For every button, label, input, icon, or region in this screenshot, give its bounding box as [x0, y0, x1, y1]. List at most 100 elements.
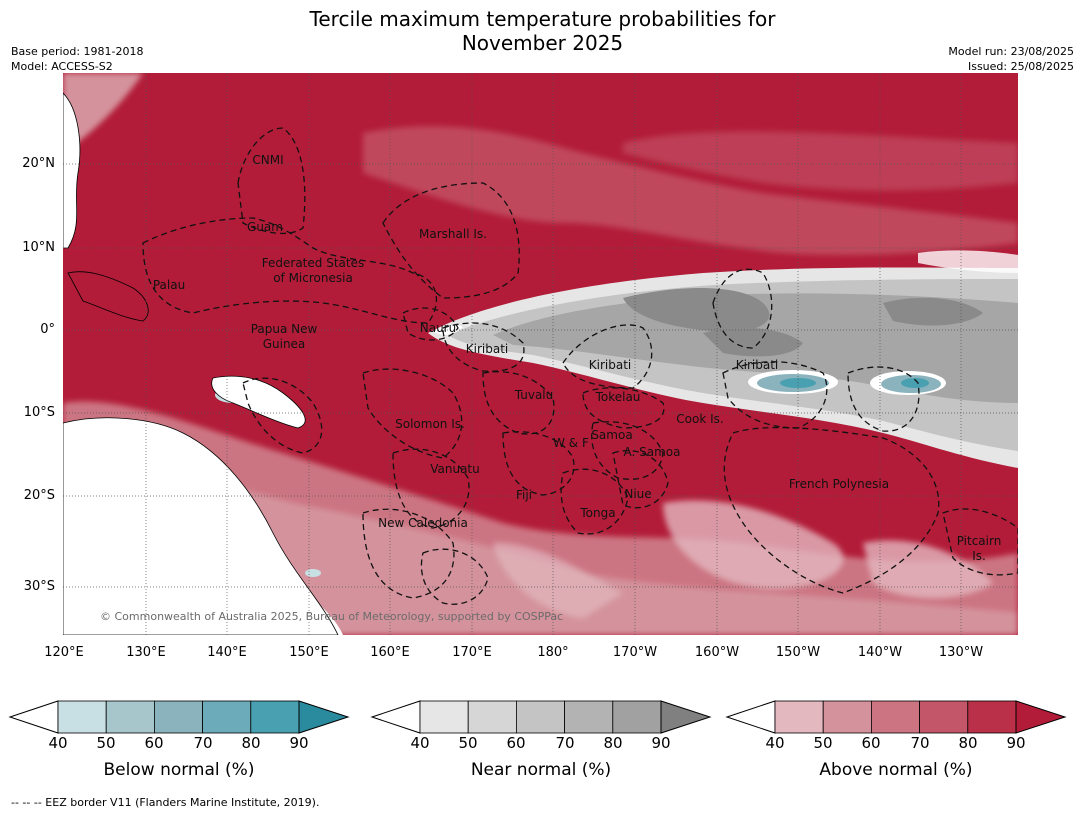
colorbar-below-svg: [8, 700, 350, 734]
issued-date: Issued: 25/08/2025: [967, 60, 1074, 73]
label-png-1: Papua New: [251, 322, 318, 336]
lat-label-10n: 10°N: [22, 240, 55, 255]
colorbar-below-tick: 60: [144, 734, 164, 752]
colorbar-near-tick: 70: [555, 734, 575, 752]
colorbar-above-low-extend: [725, 700, 776, 734]
colorbar-below-low-extend: [8, 700, 59, 734]
label-tuvalu: Tuvalu: [514, 388, 554, 402]
colorbar-below-box: [105, 700, 155, 734]
colorbar-near-box: [515, 700, 565, 734]
colorbar-below-tick: 70: [193, 734, 213, 752]
colorbar-near-tick: 40: [410, 734, 430, 752]
colorbar-near-box: [564, 700, 614, 734]
model-run: Model run: 23/08/2025: [948, 45, 1074, 58]
new-guinea-land: [211, 375, 306, 429]
lat-label-0: 0°: [40, 322, 55, 337]
map-panel[interactable]: CNMI Guam Marshall Is. Federated States …: [63, 73, 1018, 635]
colorbar-below-tick: 80: [241, 734, 261, 752]
colorbar-below-tick: 90: [289, 734, 309, 752]
label-kiribati-west: Kiribati: [466, 342, 508, 356]
label-tonga: Tonga: [579, 506, 615, 520]
lon-label-120e: 120°E: [44, 645, 84, 660]
colorbar-above-svg: [725, 700, 1067, 734]
colorbar-above-box: [967, 700, 1017, 734]
colorbar-above-tick: 50: [813, 734, 833, 752]
near-normal-tongue: [428, 250, 1018, 468]
australia-land: [63, 417, 339, 635]
colorbar-above-box: [822, 700, 872, 734]
colorbar-near-tick: 80: [603, 734, 623, 752]
map-title: Tercile maximum temperature probabilitie…: [0, 7, 1085, 55]
colorbar-below-tick: 40: [48, 734, 68, 752]
colorbar-below-title: Below normal (%): [103, 760, 255, 780]
colorbar-above-tick: 90: [1006, 734, 1026, 752]
colorbar-above-tick: 60: [861, 734, 881, 752]
label-vanuatu: Vanuatu: [430, 462, 480, 476]
label-cnmi: CNMI: [252, 153, 283, 167]
label-kiribati-east: Kiribati: [736, 358, 778, 372]
map-title-line2: November 2025: [461, 31, 624, 55]
eez-footnote: -- -- -- EEZ border V11 (Flanders Marine…: [11, 796, 320, 809]
label-french-polynesia: French Polynesia: [789, 477, 889, 491]
colorbar-near-tick: 50: [458, 734, 478, 752]
lon-label-140e: 140°E: [207, 645, 247, 660]
colorbar-above-tick: 70: [910, 734, 930, 752]
colorbar-near-box: [419, 700, 469, 734]
colorbar-below-box: [153, 700, 203, 734]
label-solomon: Solomon Is.: [395, 417, 465, 431]
label-pitcairn-2: Is.: [972, 549, 986, 563]
lat-label-20s: 20°S: [23, 488, 55, 503]
colorbar-near-tick: 60: [506, 734, 526, 752]
colorbar-below-box: [57, 700, 107, 734]
colorbar-above-title: Above normal (%): [819, 760, 973, 780]
colorbar-near: [370, 700, 712, 734]
colorbar-above-box: [919, 700, 969, 734]
colorbar-near-svg: [370, 700, 712, 734]
colorbar-below-high-extend: [298, 700, 350, 734]
lon-label-130e: 130°E: [126, 645, 166, 660]
colorbar-below-box: [250, 700, 300, 734]
colorbar-near-low-extend: [370, 700, 421, 734]
eez-borders: [142, 127, 1018, 605]
lon-label-170w: 170°W: [612, 645, 658, 660]
lat-label-20n: 20°N: [22, 156, 55, 171]
place-labels: CNMI Guam Marshall Is. Federated States …: [100, 153, 1001, 623]
colorbar-above-tick: 80: [958, 734, 978, 752]
colorbar-near-box: [612, 700, 662, 734]
lon-label-160w: 160°W: [694, 645, 740, 660]
lat-label-30s: 30°S: [23, 579, 55, 594]
colorbar-near-box: [467, 700, 517, 734]
lat-label-10s: 10°S: [23, 405, 55, 420]
colorbar-near-title: Near normal (%): [470, 760, 612, 780]
lon-label-180: 180°: [537, 645, 569, 660]
colorbar-near-high-extend: [660, 700, 712, 734]
label-palau: Palau: [153, 278, 185, 292]
colorbar-above: [725, 700, 1067, 734]
lon-label-170e: 170°E: [452, 645, 492, 660]
label-nauru: Nauru: [420, 321, 456, 335]
lon-label-150e: 150°E: [289, 645, 329, 660]
model-name: Model: ACCESS-S2: [11, 60, 113, 73]
base-period: Base period: 1981-2018: [11, 45, 144, 58]
label-kiribati-central: Kiribati: [589, 358, 631, 372]
label-cook: Cook Is.: [676, 412, 723, 426]
colorbar-below: [8, 700, 350, 734]
label-new-caledonia: New Caledonia: [378, 516, 468, 530]
copyright-notice: © Commonwealth of Australia 2025, Bureau…: [100, 610, 563, 623]
label-wf: W & F: [553, 436, 589, 450]
colorbar-above-high-extend: [1015, 700, 1067, 734]
label-samoa: Samoa: [591, 428, 632, 442]
colorbar-above-box: [870, 700, 920, 734]
probability-map: CNMI Guam Marshall Is. Federated States …: [63, 73, 1018, 635]
label-asamoa: A. Samoa: [624, 445, 681, 459]
philippines-land: [63, 92, 81, 249]
colorbar-below-box: [202, 700, 252, 734]
colorbar-above-box: [774, 700, 824, 734]
colorbar-below-tick: 50: [96, 734, 116, 752]
meta-left: Base period: 1981-2018 Model: ACCESS-S2: [11, 44, 143, 74]
label-fsm-2: of Micronesia: [273, 271, 353, 285]
meta-right: Model run: 23/08/2025 Issued: 25/08/2025: [948, 44, 1074, 74]
lon-label-150w: 150°W: [775, 645, 821, 660]
colorbar-above-tick: 40: [765, 734, 785, 752]
landmasses: [63, 92, 339, 635]
